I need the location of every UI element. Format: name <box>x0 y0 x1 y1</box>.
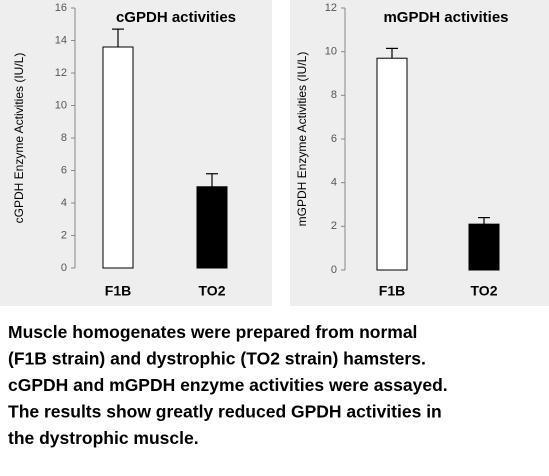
y-tick-label: 10 <box>325 46 337 58</box>
y-axis-label: mGPDH Enzyme Activities (IU/L) <box>295 52 309 227</box>
chart-title: mGPDH activities <box>383 9 508 26</box>
x-tick-label: F1B <box>105 283 131 299</box>
bar <box>196 186 228 269</box>
y-tick-label: 4 <box>61 197 67 209</box>
y-tick-label: 10 <box>55 99 67 111</box>
panel-bg <box>290 0 549 306</box>
caption-line: cGPDH and mGPDH enzyme activities were a… <box>8 375 448 395</box>
x-tick-label: F1B <box>379 283 405 299</box>
panel-bg <box>0 0 272 306</box>
y-tick-label: 8 <box>61 132 67 144</box>
caption-line: (F1B strain) and dystrophic (TO2 strain)… <box>8 349 426 369</box>
bar <box>468 223 500 271</box>
y-tick-label: 2 <box>61 229 67 241</box>
bar <box>102 46 134 269</box>
y-tick-label: 2 <box>331 220 337 232</box>
y-tick-label: 16 <box>55 2 67 14</box>
caption-line: the dystrophic muscle. <box>8 428 199 448</box>
chart-title: cGPDH activities <box>116 9 236 26</box>
y-tick-label: 14 <box>55 34 67 46</box>
y-tick-label: 12 <box>325 2 337 14</box>
caption-line: Muscle homogenates were prepared from no… <box>8 322 417 342</box>
y-tick-label: 6 <box>61 164 67 176</box>
y-tick-label: 0 <box>331 264 337 276</box>
y-tick-label: 12 <box>55 67 67 79</box>
y-tick-label: 8 <box>331 89 337 101</box>
caption-line: The results show greatly reduced GPDH ac… <box>8 402 442 422</box>
y-axis-label: cGPDH Enzyme Activities (IU/L) <box>12 53 26 224</box>
bar <box>376 57 408 271</box>
y-tick-label: 0 <box>61 262 67 274</box>
x-tick-label: TO2 <box>471 283 498 299</box>
x-tick-label: TO2 <box>199 283 226 299</box>
y-tick-label: 6 <box>331 133 337 145</box>
y-tick-label: 4 <box>331 177 337 189</box>
